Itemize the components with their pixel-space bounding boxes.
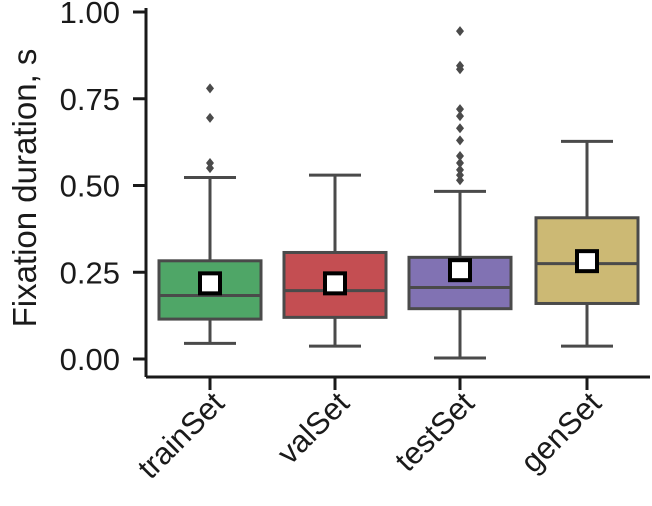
outlier-testSet-8	[456, 104, 464, 115]
outlier-testSet-6	[456, 123, 464, 134]
y-axis-title: Fixation duration, s	[6, 49, 43, 328]
y-tick-label-4: 1.00	[60, 0, 120, 30]
box-group-trainSet	[157, 83, 263, 345]
outlier-testSet-0	[456, 175, 464, 186]
outlier-testSet-11	[456, 26, 464, 37]
outlier-testSet-4	[456, 151, 464, 162]
y-tick-label-3: 0.75	[60, 82, 120, 117]
mean-marker-genSet	[575, 249, 599, 274]
mean-marker-valSet	[323, 271, 347, 296]
plot-area	[157, 26, 640, 360]
box-group-genSet	[534, 139, 640, 348]
outlier-testSet-7	[456, 111, 464, 122]
box-group-testSet	[407, 26, 513, 360]
mean-marker-testSet	[448, 258, 472, 283]
mean-marker-trainSet	[198, 271, 222, 296]
outlier-testSet-3	[456, 157, 464, 168]
box-group-valSet	[282, 173, 388, 348]
x-tick-label-testSet: testSet	[388, 385, 481, 478]
outlier-testSet-10	[456, 60, 464, 71]
y-tick-label-2: 0.50	[60, 169, 120, 204]
outlier-testSet-2	[456, 164, 464, 175]
outlier-trainSet-2	[206, 112, 214, 123]
outlier-trainSet-3	[206, 83, 214, 94]
outlier-testSet-1	[456, 170, 464, 181]
x-tick-label-valSet: valSet	[270, 385, 356, 471]
y-tick-label-0: 0.00	[60, 342, 120, 377]
x-tick-label-genSet: genSet	[514, 385, 608, 479]
outlier-trainSet-1	[206, 157, 214, 168]
y-tick-label-1: 0.25	[60, 255, 120, 290]
x-tick-label-trainSet: trainSet	[131, 385, 232, 486]
outlier-testSet-5	[456, 135, 464, 146]
outlier-trainSet-0	[206, 163, 214, 174]
